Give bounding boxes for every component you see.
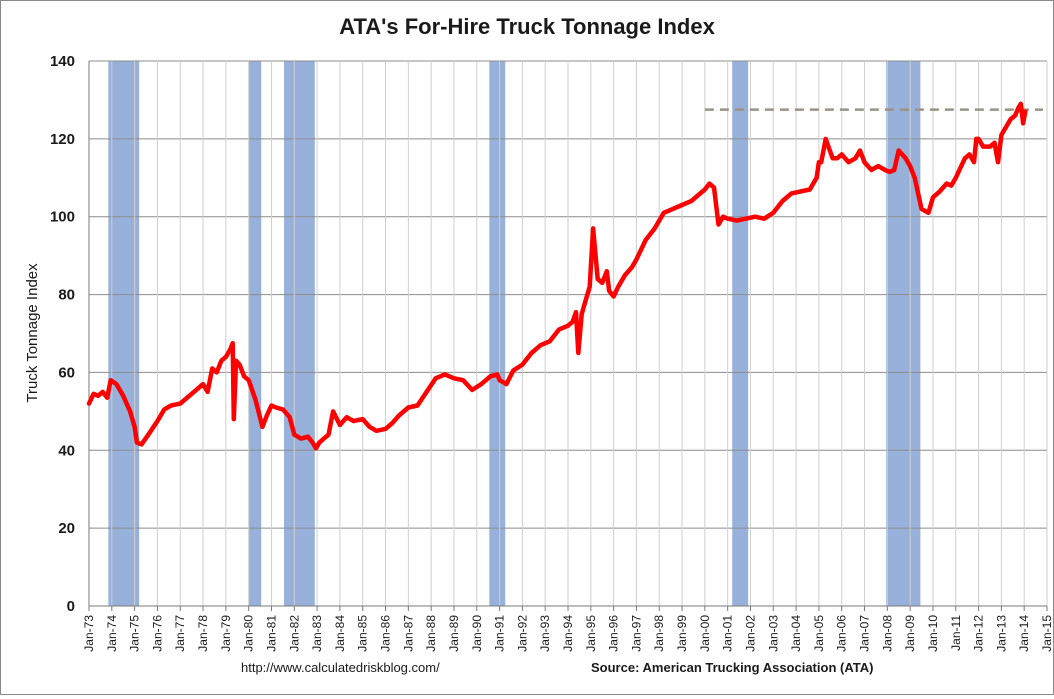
x-tick-label: Jan-90 xyxy=(470,615,484,652)
x-tick-label: Jan-92 xyxy=(515,615,529,652)
x-tick-label: Jan-78 xyxy=(196,615,210,652)
y-tick-label: 80 xyxy=(58,287,75,304)
gridlines xyxy=(89,60,1048,606)
x-tick-label: Jan-01 xyxy=(721,615,735,652)
x-tick-label: Jan-76 xyxy=(150,615,164,652)
y-tick-label: 0 xyxy=(67,598,75,615)
x-tick-label: Jan-88 xyxy=(424,615,438,652)
series-group xyxy=(86,101,1028,451)
x-tick-label: Jan-12 xyxy=(972,615,986,652)
recession-band-3 xyxy=(284,61,315,606)
axes xyxy=(88,61,1048,611)
y-tick-label: 60 xyxy=(58,364,75,381)
x-tick-label: Jan-05 xyxy=(812,615,826,652)
x-tick-label: Jan-83 xyxy=(310,615,324,652)
footer-source: Source: American Trucking Association (A… xyxy=(591,660,873,675)
x-tick-label: Jan-91 xyxy=(493,615,507,652)
x-tick-label: Jan-13 xyxy=(994,615,1008,652)
y-tick-label: 20 xyxy=(58,520,75,537)
x-tick-label: Jan-10 xyxy=(926,615,940,652)
x-tick-label: Jan-03 xyxy=(766,615,780,652)
x-tick-label: Jan-79 xyxy=(219,615,233,652)
recession-band-5 xyxy=(732,61,749,606)
x-tick-label: Jan-07 xyxy=(858,615,872,652)
recession-band-2 xyxy=(248,61,262,606)
y-tick-label: 40 xyxy=(58,442,75,459)
x-tick-label: Jan-94 xyxy=(561,615,575,652)
recession-bands xyxy=(108,61,921,606)
x-tick-label: Jan-81 xyxy=(265,615,279,652)
x-tick-label: Jan-06 xyxy=(835,615,849,652)
y-tick-label: 120 xyxy=(50,131,75,148)
footer-url: http://www.calculatedriskblog.com/ xyxy=(241,660,440,675)
x-tick-label: Jan-08 xyxy=(880,615,894,652)
y-axis-label: Truck Tonnage Index xyxy=(24,263,41,403)
x-tick-label: Jan-82 xyxy=(287,615,301,652)
recession-band-4 xyxy=(489,61,506,606)
y-tick-labels: 0 20 40 60 80 100 120 140 xyxy=(50,53,75,615)
x-tick-label: Jan-93 xyxy=(538,615,552,652)
recession-band-1 xyxy=(108,61,140,606)
x-tick-label: Jan-86 xyxy=(379,615,393,652)
y-tick-label: 100 xyxy=(50,209,75,226)
recession-band-6 xyxy=(886,61,921,606)
x-tick-label: Jan-89 xyxy=(447,615,461,652)
x-tick-label: Jan-00 xyxy=(698,615,712,652)
x-tick-labels: Jan-73 Jan-74 Jan-75 Jan-76 Jan-77 Jan-78 Jan-… xyxy=(82,615,1054,652)
x-tick-label: Jan-73 xyxy=(82,615,96,652)
x-tick-label: Jan-74 xyxy=(105,615,119,652)
x-tick-label: Jan-80 xyxy=(242,615,256,652)
x-tick-label: Jan-09 xyxy=(903,615,917,652)
x-tick-label: Jan-11 xyxy=(949,615,963,651)
chart-title: ATA's For-Hire Truck Tonnage Index xyxy=(339,14,715,39)
x-tick-label: Jan-96 xyxy=(607,615,621,652)
x-tick-label: Jan-15 xyxy=(1040,615,1053,652)
x-tick-label: Jan-02 xyxy=(744,615,758,652)
x-tick-label: Jan-97 xyxy=(629,615,643,652)
x-tick-label: Jan-04 xyxy=(789,615,803,652)
series-line-1 xyxy=(86,101,1028,451)
y-tick-label: 140 xyxy=(50,53,75,70)
x-tick-label: Jan-99 xyxy=(675,615,689,652)
x-tick-label: Jan-85 xyxy=(356,615,370,652)
x-tick-label: Jan-75 xyxy=(128,615,142,652)
x-tick-label: Jan-87 xyxy=(401,615,415,652)
x-tick-label: Jan-77 xyxy=(173,615,187,652)
x-tick-label: Jan-98 xyxy=(652,615,666,652)
x-tick-label: Jan-14 xyxy=(1017,615,1031,652)
x-tick-label: Jan-84 xyxy=(333,615,347,652)
x-tick-label: Jan-95 xyxy=(584,615,598,652)
